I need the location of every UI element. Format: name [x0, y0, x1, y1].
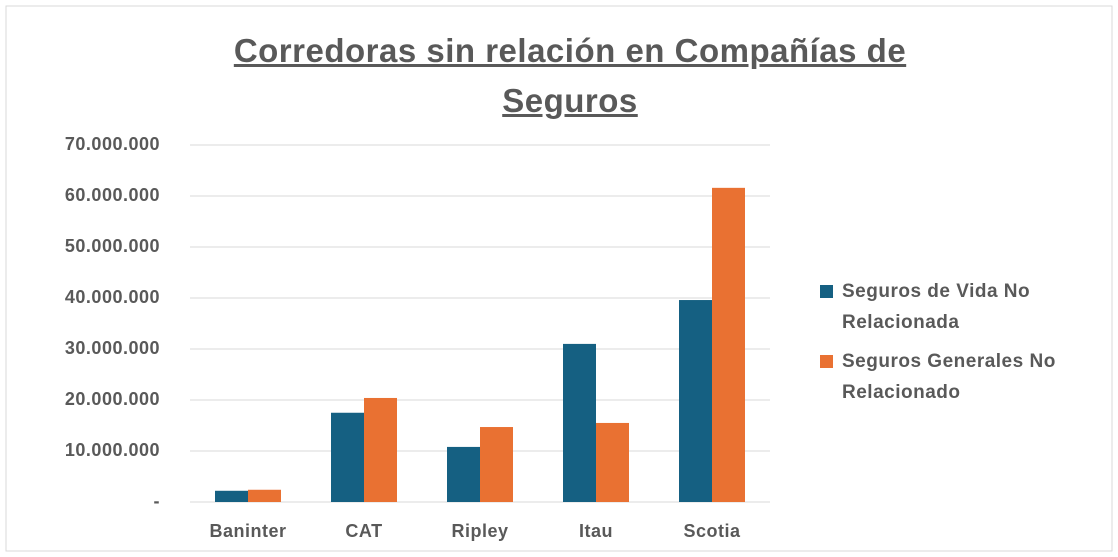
legend-item: Seguros de Vida No Relacionada: [820, 276, 1110, 338]
bar: [596, 422, 629, 502]
y-tick-label: 60.000.000: [65, 185, 160, 205]
legend-item: Seguros Generales No Relacionado: [820, 346, 1110, 408]
legend-swatch: [820, 285, 833, 298]
bar: [447, 446, 480, 502]
bar: [364, 397, 397, 502]
y-tick-label: 70.000.000: [65, 134, 160, 154]
y-tick-label: -: [154, 491, 161, 511]
y-tick-label: 40.000.000: [65, 287, 160, 307]
y-tick-label: 50.000.000: [65, 236, 160, 256]
legend: Seguros de Vida No Relacionada Seguros Ge…: [820, 276, 1110, 416]
chart-border: [5, 5, 1113, 552]
bar: [480, 427, 513, 502]
bar: [563, 343, 596, 502]
bar: [215, 490, 248, 502]
legend-label: Seguros Generales No Relacionado: [842, 351, 1056, 403]
x-tick-label: Baninter: [209, 521, 286, 541]
x-tick-label: Scotia: [683, 521, 741, 541]
chart-title: Corredoras sin relación en Compañías de …: [233, 32, 907, 119]
legend-label: Seguros de Vida No Relacionada: [842, 281, 1031, 333]
bar: [712, 187, 745, 502]
legend-swatch: [820, 355, 833, 368]
y-tick-label: 30.000.000: [65, 338, 160, 358]
bar: [248, 489, 281, 502]
bar: [679, 300, 712, 502]
x-tick-label: CAT: [345, 521, 382, 541]
x-tick-label: Itau: [579, 521, 613, 541]
bar: [331, 412, 364, 502]
y-tick-label: 10.000.000: [65, 440, 160, 460]
x-tick-label: Ripley: [451, 521, 508, 541]
y-tick-label: 20.000.000: [65, 389, 160, 409]
